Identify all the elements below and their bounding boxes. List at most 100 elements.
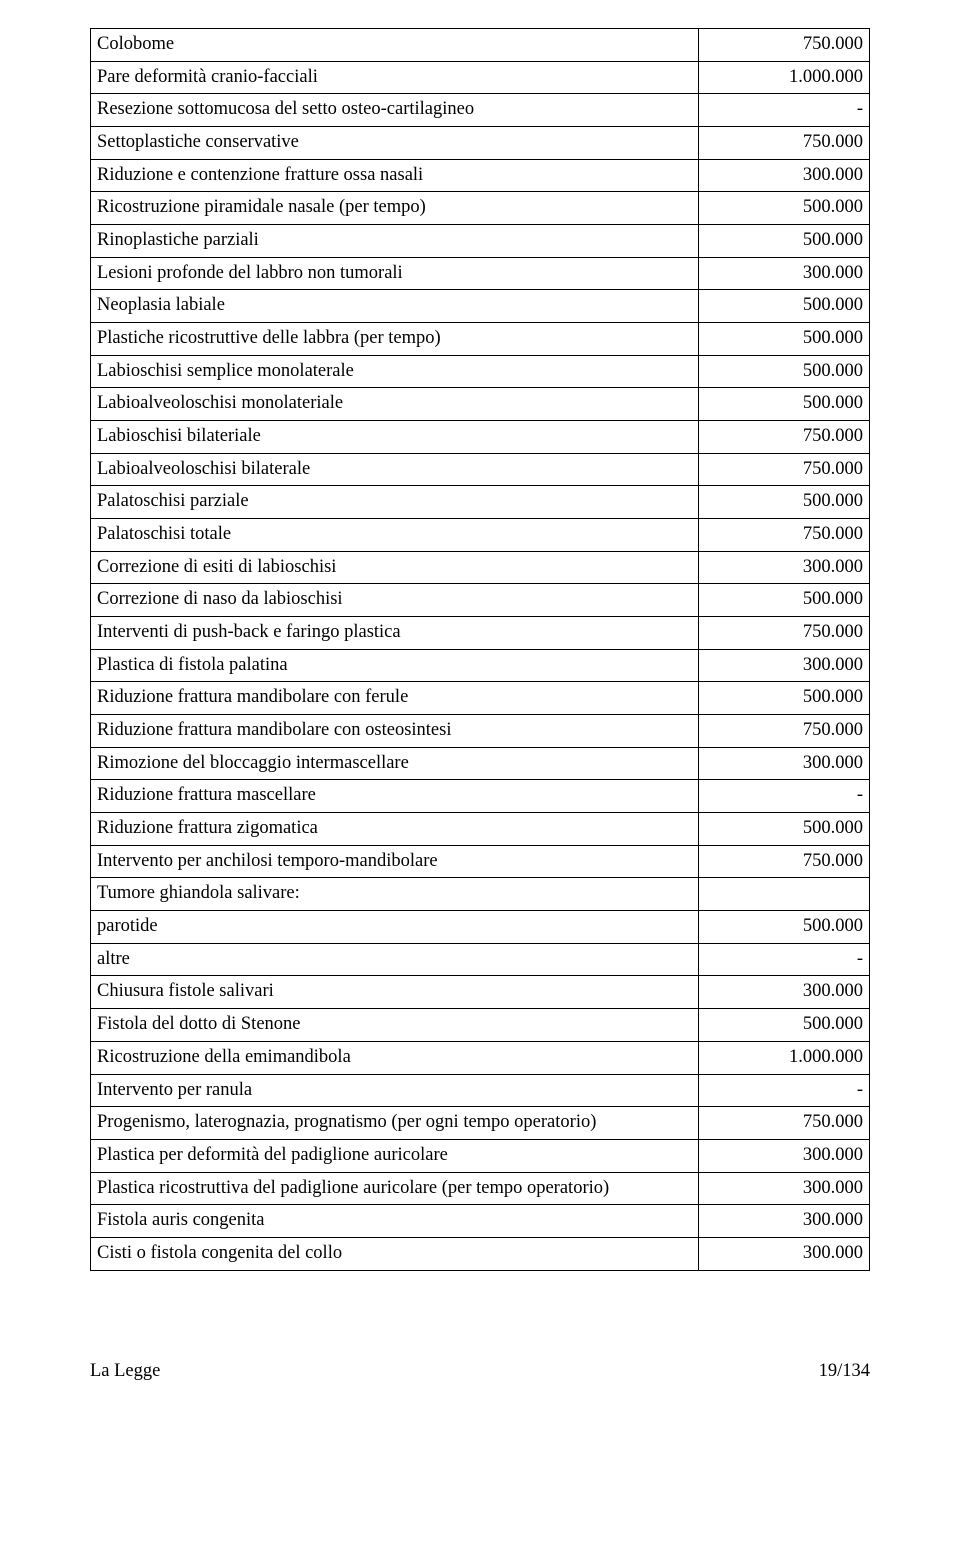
row-value: 300.000 — [698, 1172, 869, 1205]
row-description: Interventi di push-back e faringo plasti… — [91, 617, 699, 650]
row-description: Progenismo, laterognazia, prognatismo (p… — [91, 1107, 699, 1140]
row-description: Lesioni profonde del labbro non tumorali — [91, 257, 699, 290]
row-description: Correzione di esiti di labioschisi — [91, 551, 699, 584]
row-value: 300.000 — [698, 1205, 869, 1238]
row-value: 300.000 — [698, 257, 869, 290]
row-description: Correzione di naso da labioschisi — [91, 584, 699, 617]
row-description: Labioschisi bilateriale — [91, 421, 699, 454]
table-row: Cisti o fistola congenita del collo300.0… — [91, 1237, 870, 1270]
row-value: - — [698, 94, 869, 127]
row-description: Labioalveoloschisi monolateriale — [91, 388, 699, 421]
row-description: Plastica per deformità del padiglione au… — [91, 1139, 699, 1172]
row-description: Palatoschisi totale — [91, 519, 699, 552]
row-value: 500.000 — [698, 1009, 869, 1042]
row-value: 750.000 — [698, 845, 869, 878]
row-value: 500.000 — [698, 584, 869, 617]
table-row: Plastiche ricostruttive delle labbra (pe… — [91, 323, 870, 356]
table-row: Plastica per deformità del padiglione au… — [91, 1139, 870, 1172]
row-value: 500.000 — [698, 225, 869, 258]
table-row: Riduzione frattura mandibolare con osteo… — [91, 715, 870, 748]
row-value: - — [698, 943, 869, 976]
row-value: 300.000 — [698, 551, 869, 584]
table-row: Correzione di naso da labioschisi500.000 — [91, 584, 870, 617]
row-description: Intervento per anchilosi temporo-mandibo… — [91, 845, 699, 878]
row-value — [698, 878, 869, 911]
row-description: Chiusura fistole salivari — [91, 976, 699, 1009]
row-value: 1.000.000 — [698, 1041, 869, 1074]
row-value: 500.000 — [698, 323, 869, 356]
row-description: Labioalveoloschisi bilaterale — [91, 453, 699, 486]
table-row: Fistola auris congenita300.000 — [91, 1205, 870, 1238]
row-value: - — [698, 780, 869, 813]
row-value: 750.000 — [698, 127, 869, 160]
table-row: Labioschisi semplice monolaterale500.000 — [91, 355, 870, 388]
row-value: 300.000 — [698, 159, 869, 192]
row-value: 500.000 — [698, 290, 869, 323]
table-row: Riduzione frattura mascellare- — [91, 780, 870, 813]
table-row: Chiusura fistole salivari300.000 — [91, 976, 870, 1009]
row-value: 300.000 — [698, 1237, 869, 1270]
row-value: 300.000 — [698, 976, 869, 1009]
row-description: Colobome — [91, 29, 699, 62]
row-value: 300.000 — [698, 649, 869, 682]
table-row: parotide500.000 — [91, 911, 870, 944]
row-value: 500.000 — [698, 911, 869, 944]
row-value: 1.000.000 — [698, 61, 869, 94]
row-description: Cisti o fistola congenita del collo — [91, 1237, 699, 1270]
table-row: altre- — [91, 943, 870, 976]
row-description: Rinoplastiche parziali — [91, 225, 699, 258]
row-value: 750.000 — [698, 617, 869, 650]
table-row: Resezione sottomucosa del setto osteo-ca… — [91, 94, 870, 127]
row-description: Plastica di fistola palatina — [91, 649, 699, 682]
table-row: Colobome750.000 — [91, 29, 870, 62]
footer-page-number: 19/134 — [819, 1361, 870, 1382]
table-row: Pare deformità cranio-facciali1.000.000 — [91, 61, 870, 94]
table-row: Fistola del dotto di Stenone500.000 — [91, 1009, 870, 1042]
row-value: - — [698, 1074, 869, 1107]
row-description: Fistola auris congenita — [91, 1205, 699, 1238]
table-row: Ricostruzione della emimandibola1.000.00… — [91, 1041, 870, 1074]
table-row: Labioalveoloschisi monolateriale500.000 — [91, 388, 870, 421]
table-row: Neoplasia labiale500.000 — [91, 290, 870, 323]
table-row: Labioschisi bilateriale750.000 — [91, 421, 870, 454]
footer-title: La Legge — [90, 1361, 160, 1382]
row-description: Fistola del dotto di Stenone — [91, 1009, 699, 1042]
table-row: Plastica di fistola palatina300.000 — [91, 649, 870, 682]
row-description: Ricostruzione della emimandibola — [91, 1041, 699, 1074]
table-row: Palatoschisi parziale500.000 — [91, 486, 870, 519]
table-row: Lesioni profonde del labbro non tumorali… — [91, 257, 870, 290]
row-description: Riduzione e contenzione fratture ossa na… — [91, 159, 699, 192]
row-value: 750.000 — [698, 715, 869, 748]
row-value: 300.000 — [698, 747, 869, 780]
table-row: Progenismo, laterognazia, prognatismo (p… — [91, 1107, 870, 1140]
row-value: 500.000 — [698, 192, 869, 225]
table-row: Settoplastiche conservative750.000 — [91, 127, 870, 160]
table-row: Riduzione frattura mandibolare con ferul… — [91, 682, 870, 715]
row-description: Intervento per ranula — [91, 1074, 699, 1107]
row-value: 500.000 — [698, 813, 869, 846]
row-description: Ricostruzione piramidale nasale (per tem… — [91, 192, 699, 225]
row-description: Pare deformità cranio-facciali — [91, 61, 699, 94]
table-row: Intervento per anchilosi temporo-mandibo… — [91, 845, 870, 878]
row-description: Riduzione frattura mandibolare con ferul… — [91, 682, 699, 715]
row-description: Riduzione frattura mandibolare con osteo… — [91, 715, 699, 748]
row-value: 500.000 — [698, 486, 869, 519]
row-description: Riduzione frattura mascellare — [91, 780, 699, 813]
table-row: Labioalveoloschisi bilaterale750.000 — [91, 453, 870, 486]
row-value: 500.000 — [698, 682, 869, 715]
row-value: 750.000 — [698, 453, 869, 486]
table-row: Riduzione frattura zigomatica500.000 — [91, 813, 870, 846]
table-row: Rimozione del bloccaggio intermascellare… — [91, 747, 870, 780]
row-value: 500.000 — [698, 355, 869, 388]
row-value: 750.000 — [698, 29, 869, 62]
page-footer: La Legge 19/134 — [90, 1361, 870, 1382]
row-description: Tumore ghiandola salivare: — [91, 878, 699, 911]
row-description: Riduzione frattura zigomatica — [91, 813, 699, 846]
row-description: Labioschisi semplice monolaterale — [91, 355, 699, 388]
table-row: Palatoschisi totale750.000 — [91, 519, 870, 552]
table-row: Interventi di push-back e faringo plasti… — [91, 617, 870, 650]
row-value: 300.000 — [698, 1139, 869, 1172]
table-row: Rinoplastiche parziali500.000 — [91, 225, 870, 258]
row-description: Rimozione del bloccaggio intermascellare — [91, 747, 699, 780]
row-description: parotide — [91, 911, 699, 944]
